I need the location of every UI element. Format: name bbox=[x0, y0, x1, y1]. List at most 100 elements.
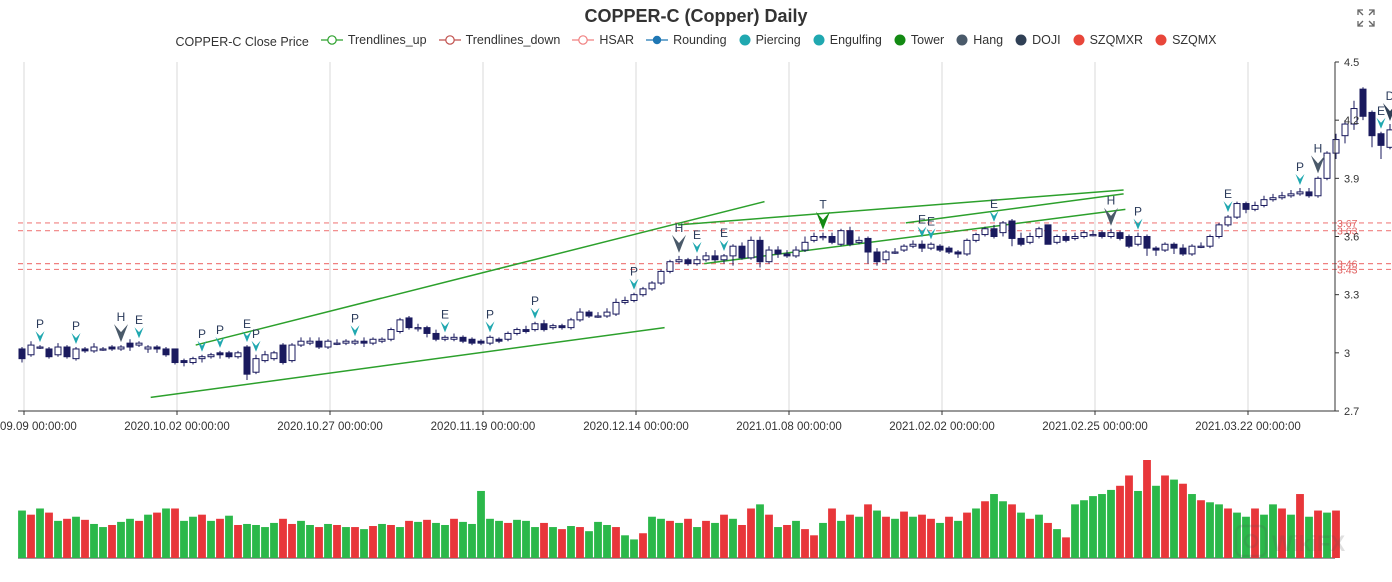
candle[interactable] bbox=[486, 335, 494, 346]
pattern-marker[interactable]: P bbox=[215, 323, 225, 348]
candle[interactable] bbox=[351, 339, 359, 346]
candle[interactable] bbox=[18, 347, 26, 363]
candle[interactable] bbox=[306, 337, 314, 346]
candle[interactable] bbox=[252, 354, 260, 375]
candle[interactable] bbox=[216, 350, 224, 359]
candle[interactable] bbox=[828, 232, 836, 245]
candle[interactable] bbox=[360, 337, 368, 348]
candle[interactable] bbox=[1314, 176, 1322, 198]
pattern-marker[interactable]: H bbox=[1311, 141, 1325, 174]
candle[interactable] bbox=[1206, 234, 1214, 249]
candle[interactable] bbox=[873, 248, 881, 266]
candle[interactable] bbox=[1152, 246, 1160, 256]
candle[interactable] bbox=[522, 325, 530, 334]
candle[interactable] bbox=[1188, 244, 1196, 256]
candle[interactable] bbox=[621, 296, 629, 305]
pattern-marker[interactable]: H bbox=[672, 221, 686, 253]
candle[interactable] bbox=[1098, 230, 1106, 239]
candle[interactable] bbox=[1116, 230, 1124, 241]
pattern-marker[interactable]: D bbox=[1383, 89, 1392, 122]
candle[interactable] bbox=[207, 352, 215, 359]
pattern-marker[interactable]: P bbox=[251, 327, 261, 352]
candle[interactable] bbox=[1026, 232, 1034, 245]
legend-item[interactable]: DOJI bbox=[1015, 33, 1061, 47]
candle[interactable] bbox=[603, 308, 611, 318]
candle[interactable] bbox=[117, 345, 125, 351]
candle[interactable] bbox=[459, 335, 467, 344]
candle[interactable] bbox=[288, 343, 296, 363]
legend-item[interactable]: SZQMXR bbox=[1073, 33, 1143, 47]
candle[interactable] bbox=[261, 350, 269, 363]
pattern-marker[interactable]: E bbox=[917, 212, 927, 238]
candle[interactable] bbox=[234, 350, 242, 359]
candle[interactable] bbox=[1143, 234, 1151, 256]
candle[interactable] bbox=[936, 244, 944, 253]
candle[interactable] bbox=[1341, 120, 1349, 144]
candle[interactable] bbox=[711, 250, 719, 262]
candle[interactable] bbox=[144, 345, 152, 353]
candle[interactable] bbox=[396, 317, 404, 334]
candle[interactable] bbox=[36, 345, 44, 349]
candle[interactable] bbox=[1080, 230, 1088, 239]
candle[interactable] bbox=[1008, 219, 1016, 247]
pattern-marker[interactable]: P bbox=[350, 311, 360, 337]
candle[interactable] bbox=[99, 347, 107, 351]
pattern-marker[interactable]: P bbox=[35, 317, 45, 343]
candle[interactable] bbox=[675, 255, 683, 264]
candle[interactable] bbox=[423, 325, 431, 338]
candle[interactable] bbox=[333, 339, 341, 346]
fullscreen-icon[interactable] bbox=[1356, 8, 1376, 28]
legend-item[interactable]: Rounding bbox=[646, 33, 727, 47]
candle[interactable] bbox=[531, 321, 539, 332]
candle[interactable] bbox=[27, 341, 35, 357]
pattern-marker[interactable]: E bbox=[1376, 104, 1386, 129]
candle[interactable] bbox=[504, 331, 512, 342]
candle[interactable] bbox=[864, 236, 872, 264]
pattern-marker[interactable]: E bbox=[989, 197, 999, 222]
candle[interactable] bbox=[1215, 222, 1223, 239]
candle[interactable] bbox=[162, 347, 170, 357]
candle[interactable] bbox=[1125, 234, 1133, 249]
candle[interactable] bbox=[324, 339, 332, 349]
candle[interactable] bbox=[1368, 110, 1376, 148]
candle[interactable] bbox=[801, 236, 809, 253]
candle[interactable] bbox=[576, 308, 584, 322]
candle[interactable] bbox=[738, 242, 746, 260]
candle[interactable] bbox=[837, 228, 845, 247]
candle[interactable] bbox=[1296, 188, 1304, 196]
pattern-marker[interactable]: P bbox=[1133, 205, 1143, 230]
candle[interactable] bbox=[153, 345, 161, 353]
candle[interactable] bbox=[918, 240, 926, 253]
candle[interactable] bbox=[90, 343, 98, 353]
candle[interactable] bbox=[1134, 232, 1142, 247]
candle[interactable] bbox=[756, 236, 764, 268]
candle[interactable] bbox=[1260, 195, 1268, 208]
candle[interactable] bbox=[1242, 201, 1250, 214]
candle[interactable] bbox=[108, 345, 116, 351]
candle[interactable] bbox=[1251, 201, 1259, 212]
candle[interactable] bbox=[513, 327, 521, 336]
pattern-marker[interactable]: H bbox=[1104, 194, 1118, 226]
candle[interactable] bbox=[45, 347, 53, 359]
legend-item[interactable]: Engulfing bbox=[813, 33, 882, 47]
candle[interactable] bbox=[432, 329, 440, 342]
candle[interactable] bbox=[1062, 232, 1070, 243]
candle[interactable] bbox=[72, 347, 80, 361]
candle[interactable] bbox=[468, 337, 476, 346]
candle[interactable] bbox=[81, 347, 89, 353]
candle[interactable] bbox=[1377, 131, 1385, 159]
candle[interactable] bbox=[720, 253, 728, 264]
candle[interactable] bbox=[1053, 234, 1061, 245]
pattern-marker[interactable]: P bbox=[1295, 160, 1305, 186]
candle[interactable] bbox=[747, 236, 755, 260]
candle[interactable] bbox=[243, 345, 251, 380]
candle[interactable] bbox=[846, 226, 854, 247]
candle[interactable] bbox=[657, 269, 665, 285]
legend-item[interactable]: HSAR bbox=[572, 33, 634, 47]
candle[interactable] bbox=[1359, 87, 1367, 121]
candle[interactable] bbox=[855, 236, 863, 245]
pattern-marker[interactable]: H bbox=[114, 310, 128, 343]
candle[interactable] bbox=[1017, 232, 1025, 247]
candle[interactable] bbox=[729, 244, 737, 266]
candle[interactable] bbox=[387, 327, 395, 342]
